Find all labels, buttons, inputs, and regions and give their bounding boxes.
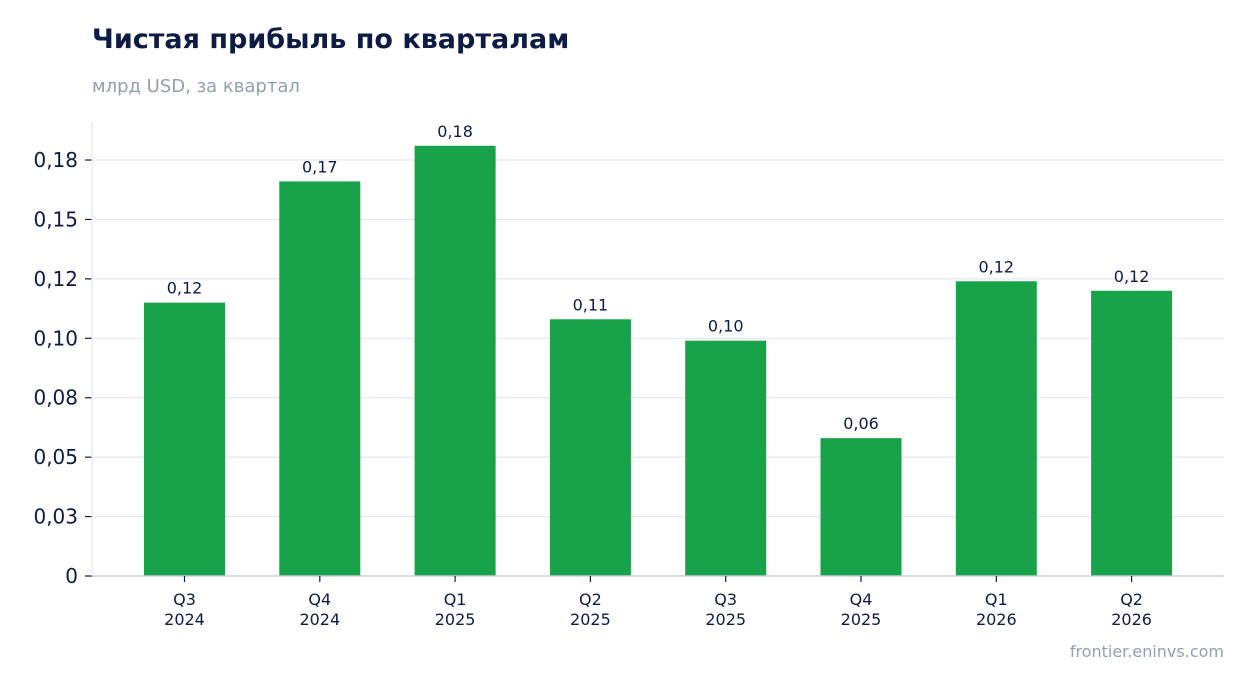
bars xyxy=(144,145,1173,577)
bar xyxy=(279,181,361,577)
bar xyxy=(144,302,225,576)
x-tick-label: 2024 xyxy=(299,610,340,629)
bar-value-label: 0,12 xyxy=(1114,267,1150,286)
y-tick-label: 0,12 xyxy=(33,267,78,291)
x-tick-label: 2024 xyxy=(164,610,205,629)
grid-lines xyxy=(92,159,1224,518)
chart-subtitle: млрд USD, за квартал xyxy=(92,76,300,97)
x-tick-label: Q4 xyxy=(308,590,331,609)
bar xyxy=(820,438,902,576)
x-tick-label: Q2 xyxy=(579,590,602,609)
bar-value-label: 0,17 xyxy=(302,157,338,176)
x-tick-label: 2025 xyxy=(435,610,476,629)
bar-value-label: 0,10 xyxy=(708,317,744,336)
x-tick-label: Q1 xyxy=(985,590,1008,609)
x-axis-category-labels: Q32024Q42024Q12025Q22025Q32025Q42025Q120… xyxy=(164,590,1152,629)
y-tick-label: 0,18 xyxy=(33,148,78,172)
bar xyxy=(414,145,496,576)
y-tick-label: 0 xyxy=(65,564,78,588)
x-tick-label: 2025 xyxy=(570,610,611,629)
x-tick-label: Q1 xyxy=(444,590,467,609)
x-tick-label: Q3 xyxy=(714,590,737,609)
y-tick-label: 0,10 xyxy=(33,326,78,350)
bar-value-label: 0,12 xyxy=(978,257,1014,276)
bar xyxy=(1091,290,1173,576)
bar-value-label: 0,11 xyxy=(573,295,609,314)
bar-value-label: 0,18 xyxy=(437,122,473,141)
bar-value-label: 0,06 xyxy=(843,414,879,433)
source-attribution: frontier.eninvs.com xyxy=(1069,642,1224,661)
bar xyxy=(549,319,631,576)
x-tick-label: 2025 xyxy=(705,610,746,629)
x-tick-label: Q2 xyxy=(1120,590,1143,609)
y-tick-label: 0,08 xyxy=(33,386,78,410)
bar-value-labels: 0,12 0,17 0,18 0,11 0,10 0,06 0,12 0,12 xyxy=(167,122,1150,433)
bar xyxy=(955,281,1037,576)
y-tick-label: 0,03 xyxy=(33,505,78,529)
bar-value-label: 0,12 xyxy=(167,279,203,298)
x-tick-label: 2026 xyxy=(1111,610,1152,629)
x-tick-label: 2026 xyxy=(976,610,1017,629)
axes xyxy=(85,122,1224,582)
x-tick-label: 2025 xyxy=(841,610,882,629)
chart-title: Чистая прибыль по кварталам xyxy=(92,24,570,55)
y-axis-tick-labels: 0 0,03 0,05 0,08 0,10 0,12 0,15 0,18 xyxy=(33,148,78,588)
bar xyxy=(685,340,767,576)
y-tick-label: 0,05 xyxy=(33,445,78,469)
x-tick-label: Q4 xyxy=(850,590,873,609)
x-tick-label: Q3 xyxy=(173,590,196,609)
y-tick-label: 0,15 xyxy=(33,207,78,231)
